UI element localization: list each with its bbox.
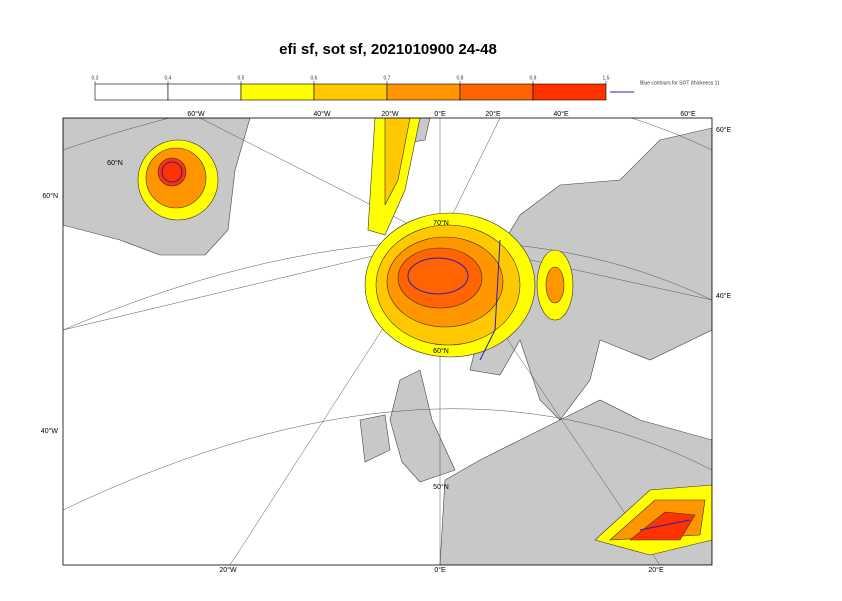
colorbar-tick-label: 0.7: [384, 75, 391, 81]
colorbar-tick-label: 0.4: [165, 75, 172, 81]
map: [63, 118, 712, 565]
coordinate-label: 40°W: [41, 427, 59, 435]
colorbar-box: [94, 83, 169, 101]
coordinate-label: 20°E: [485, 110, 501, 118]
map-frame: [62, 117, 713, 566]
colorbar-tick-label: 0.8: [457, 75, 464, 81]
coordinate-label: 60°E: [716, 126, 732, 134]
coordinate-label: 60°N: [107, 159, 123, 167]
colorbar-box: [167, 83, 242, 101]
colorbar-tick-label: 0.6: [311, 75, 318, 81]
legend-text: Blue contours for SOT (thickness 1): [640, 80, 719, 86]
colorbar-box: [386, 83, 461, 101]
efi-contours: [137, 118, 712, 556]
coordinate-label: 60°W: [187, 110, 205, 118]
coordinate-label: 40°W: [313, 110, 331, 118]
colorbar-box: [532, 83, 607, 101]
colorbar-tick-label: 0.3: [92, 75, 99, 81]
colorbar-box: [240, 83, 315, 101]
colorbar-tick-label: 0.5: [238, 75, 245, 81]
title: efi sf, sot sf, 2021010900 24-48: [279, 41, 497, 58]
coordinate-label: 50°N: [433, 483, 449, 491]
coordinate-label: 40°E: [716, 292, 732, 300]
coordinate-label: 60°N: [433, 347, 449, 355]
coordinate-label: 60°N: [42, 192, 58, 200]
colorbar: 0.3 0.4 0.5 0.6 0.7 0.8 0.9 1.5: [92, 75, 610, 101]
colorbar-tick-label: 1.5: [603, 75, 610, 81]
coordinate-label: 0°E: [434, 110, 446, 118]
sot-contours: [161, 161, 691, 531]
coordinate-label: 40°E: [553, 110, 569, 118]
coordinate-label: 60°E: [680, 110, 696, 118]
coordinate-label: 20°E: [648, 566, 664, 574]
coordinate-label: 20°W: [381, 110, 399, 118]
coordinate-label: 0°E: [434, 566, 446, 574]
coordinate-label: 70°N: [433, 219, 449, 227]
colorbar-tick-label: 0.9: [530, 75, 537, 81]
colorbar-box: [313, 83, 388, 101]
coordinate-label: 20°W: [219, 566, 237, 574]
colorbar-box: [459, 83, 534, 101]
